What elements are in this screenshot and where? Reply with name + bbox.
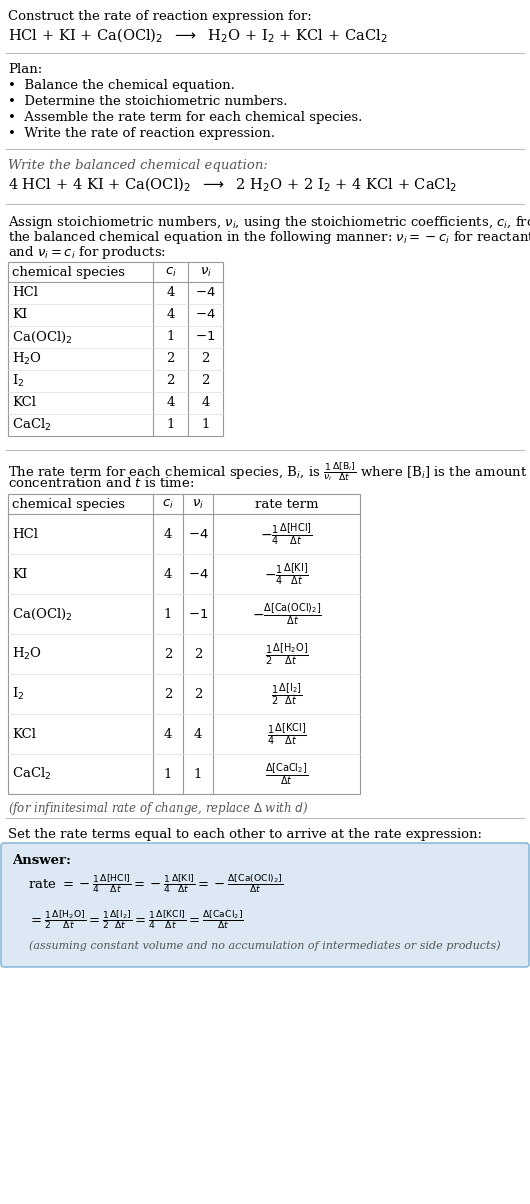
Text: •  Balance the chemical equation.: • Balance the chemical equation.: [8, 79, 235, 92]
Text: 2: 2: [166, 374, 175, 388]
Text: 2: 2: [201, 353, 210, 366]
Text: $\frac{1}{2}\frac{\Delta[\mathrm{I_2}]}{\Delta t}$: $\frac{1}{2}\frac{\Delta[\mathrm{I_2}]}{…: [271, 681, 302, 707]
Text: $-4$: $-4$: [195, 308, 216, 321]
Text: $c_i$: $c_i$: [165, 266, 176, 279]
Text: Set the rate terms equal to each other to arrive at the rate expression:: Set the rate terms equal to each other t…: [8, 828, 482, 842]
Text: 4: 4: [164, 527, 172, 541]
Text: Write the balanced chemical equation:: Write the balanced chemical equation:: [8, 159, 268, 172]
Text: HCl: HCl: [12, 527, 38, 541]
Text: 2: 2: [194, 648, 202, 661]
Text: 1: 1: [201, 419, 210, 431]
Text: 4: 4: [194, 727, 202, 740]
Text: $\frac{1}{2}\frac{\Delta[\mathrm{H_2O}]}{\Delta t}$: $\frac{1}{2}\frac{\Delta[\mathrm{H_2O}]}…: [264, 641, 308, 667]
Text: $-1$: $-1$: [188, 608, 208, 620]
Text: $\frac{1}{4}\frac{\Delta[\mathrm{KCl}]}{\Delta t}$: $\frac{1}{4}\frac{\Delta[\mathrm{KCl}]}{…: [267, 721, 306, 746]
Text: Ca(OCl)$_2$: Ca(OCl)$_2$: [12, 330, 73, 344]
Text: KI: KI: [12, 308, 28, 321]
Text: 1: 1: [164, 608, 172, 620]
Text: •  Write the rate of reaction expression.: • Write the rate of reaction expression.: [8, 126, 275, 140]
Text: 1: 1: [166, 419, 175, 431]
Text: $-1$: $-1$: [196, 331, 216, 343]
Text: I$_2$: I$_2$: [12, 373, 24, 389]
Text: $\nu_i$: $\nu_i$: [192, 498, 204, 512]
Text: $-4$: $-4$: [195, 287, 216, 300]
Text: 4: 4: [166, 287, 175, 300]
Text: HCl: HCl: [12, 287, 38, 300]
Bar: [8, 494, 360, 793]
Text: rate term: rate term: [255, 498, 318, 510]
Text: $\nu_i$: $\nu_i$: [199, 266, 211, 279]
Text: $-\frac{1}{4}\frac{\Delta[\mathrm{KI}]}{\Delta t}$: $-\frac{1}{4}\frac{\Delta[\mathrm{KI}]}{…: [264, 561, 309, 586]
Text: I$_2$: I$_2$: [12, 686, 24, 702]
Text: CaCl$_2$: CaCl$_2$: [12, 766, 51, 783]
Text: The rate term for each chemical species, B$_i$, is $\frac{1}{\nu_i}\frac{\Delta[: The rate term for each chemical species,…: [8, 460, 527, 483]
Text: $-\frac{\Delta[\mathrm{Ca(OCl)_2}]}{\Delta t}$: $-\frac{\Delta[\mathrm{Ca(OCl)_2}]}{\Del…: [252, 601, 322, 627]
FancyBboxPatch shape: [1, 843, 529, 967]
Text: 4 HCl + 4 KI + Ca(OCl)$_2$  $\longrightarrow$  2 H$_2$O + 2 I$_2$ + 4 KCl + CaCl: 4 HCl + 4 KI + Ca(OCl)$_2$ $\longrightar…: [8, 176, 457, 194]
Text: H$_2$O: H$_2$O: [12, 350, 42, 367]
Text: H$_2$O: H$_2$O: [12, 647, 42, 662]
Text: •  Determine the stoichiometric numbers.: • Determine the stoichiometric numbers.: [8, 95, 287, 108]
Text: 1: 1: [194, 767, 202, 780]
Text: chemical species: chemical species: [12, 498, 125, 510]
Text: •  Assemble the rate term for each chemical species.: • Assemble the rate term for each chemic…: [8, 111, 363, 124]
Text: 1: 1: [164, 767, 172, 780]
Text: $-4$: $-4$: [188, 527, 208, 541]
Text: 4: 4: [166, 396, 175, 409]
Text: 2: 2: [201, 374, 210, 388]
Text: 2: 2: [194, 687, 202, 701]
Text: (assuming constant volume and no accumulation of intermediates or side products): (assuming constant volume and no accumul…: [29, 940, 501, 951]
Text: $\frac{\Delta[\mathrm{CaCl_2}]}{\Delta t}$: $\frac{\Delta[\mathrm{CaCl_2}]}{\Delta t…: [265, 761, 308, 787]
Text: 4: 4: [164, 567, 172, 580]
Text: Assign stoichiometric numbers, $\nu_i$, using the stoichiometric coefficients, $: Assign stoichiometric numbers, $\nu_i$, …: [8, 214, 530, 231]
Text: KI: KI: [12, 567, 28, 580]
Text: Construct the rate of reaction expression for:: Construct the rate of reaction expressio…: [8, 10, 312, 23]
Text: $c_i$: $c_i$: [162, 498, 174, 512]
Text: Answer:: Answer:: [12, 854, 71, 867]
Text: $-4$: $-4$: [188, 567, 208, 580]
Text: KCl: KCl: [12, 727, 36, 740]
Text: rate $= -\frac{1}{4}\frac{\Delta[\mathrm{HCl}]}{\Delta t} = -\frac{1}{4}\frac{\D: rate $= -\frac{1}{4}\frac{\Delta[\mathrm…: [28, 872, 284, 895]
Text: and $\nu_i = c_i$ for products:: and $\nu_i = c_i$ for products:: [8, 244, 166, 261]
Text: KCl: KCl: [12, 396, 36, 409]
Text: 4: 4: [166, 308, 175, 321]
Text: the balanced chemical equation in the following manner: $\nu_i = -c_i$ for react: the balanced chemical equation in the fo…: [8, 229, 530, 246]
Text: $= \frac{1}{2}\frac{\Delta[\mathrm{H_2O}]}{\Delta t} = \frac{1}{2}\frac{\Delta[\: $= \frac{1}{2}\frac{\Delta[\mathrm{H_2O}…: [28, 908, 244, 931]
Text: 4: 4: [201, 396, 210, 409]
Text: chemical species: chemical species: [12, 266, 125, 279]
Text: 4: 4: [164, 727, 172, 740]
Text: Plan:: Plan:: [8, 63, 42, 76]
Text: CaCl$_2$: CaCl$_2$: [12, 417, 51, 433]
Bar: [8, 262, 223, 436]
Text: 2: 2: [164, 648, 172, 661]
Text: Ca(OCl)$_2$: Ca(OCl)$_2$: [12, 607, 73, 621]
Text: $-\frac{1}{4}\frac{\Delta[\mathrm{HCl}]}{\Delta t}$: $-\frac{1}{4}\frac{\Delta[\mathrm{HCl}]}…: [260, 521, 313, 547]
Text: 1: 1: [166, 331, 175, 343]
Text: (for infinitesimal rate of change, replace $\Delta$ with $d$): (for infinitesimal rate of change, repla…: [8, 799, 308, 818]
Text: concentration and $t$ is time:: concentration and $t$ is time:: [8, 476, 195, 490]
Text: HCl + KI + Ca(OCl)$_2$  $\longrightarrow$  H$_2$O + I$_2$ + KCl + CaCl$_2$: HCl + KI + Ca(OCl)$_2$ $\longrightarrow$…: [8, 26, 387, 46]
Text: 2: 2: [164, 687, 172, 701]
Text: 2: 2: [166, 353, 175, 366]
